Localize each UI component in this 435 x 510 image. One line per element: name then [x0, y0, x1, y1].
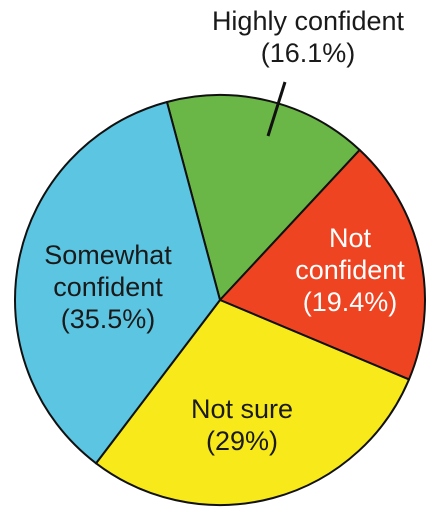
pie-label-line: confident: [295, 255, 405, 285]
pie-label-line: (19.4%): [303, 287, 398, 317]
pie-label-line: Highly confident: [212, 6, 405, 36]
pie-label-1: Not confident (19.4%): [295, 223, 405, 317]
pie-label-3: Somewhat confident (35.5%): [44, 240, 172, 334]
pie-slice-2: [95, 299, 410, 506]
pie-label-0: Highly confident (16.1%): [212, 6, 405, 68]
pie-slice-0: [165, 94, 361, 301]
pie-label-line: confident: [53, 272, 163, 302]
pie-labels: Highly confident (16.1%)Not confident (19.4…: [44, 6, 405, 456]
callout-line-highly-confident: [266, 81, 287, 137]
pie-slices: [14, 94, 426, 506]
pie-label-line: Not: [329, 223, 372, 253]
pie-label-line: (35.5%): [61, 304, 156, 334]
pie-slice-3: [14, 100, 221, 465]
pie-label-line: (29%): [206, 426, 278, 456]
pie-label-line: (16.1%): [261, 38, 356, 68]
pie-label-line: Somewhat: [44, 240, 172, 270]
pie-label-2: Not sure (29%): [191, 394, 293, 456]
pie-label-line: Not sure: [191, 394, 293, 424]
pie-slice-1: [219, 148, 426, 381]
